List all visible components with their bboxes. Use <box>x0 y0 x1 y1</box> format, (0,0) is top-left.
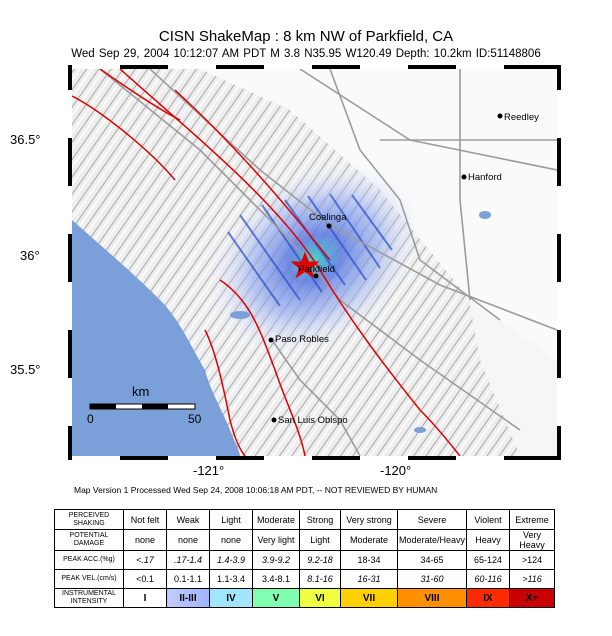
legend-row-vel: PEAK VEL.(cm/s) <0.1 0.1-1.1 1.1-3.4 3.4… <box>54 569 555 589</box>
lat-label-36-5: 36.5° <box>10 132 41 147</box>
legend-header-damage: POTENTIAL DAMAGE <box>54 529 124 551</box>
legend-cell: 3.4-8.1 <box>252 569 300 589</box>
legend-intensity-cell: X+ <box>509 588 555 608</box>
roads <box>99 69 557 456</box>
legend-cell: Violent <box>466 509 510 530</box>
legend-cell: 8.1-16 <box>299 569 341 589</box>
legend-cell: Weak <box>166 509 210 530</box>
scale-bar <box>89 403 196 410</box>
legend-header-acc: PEAK ACC.(%g) <box>54 550 124 570</box>
legend-cell: <0.1 <box>123 569 167 589</box>
scale-unit: km <box>132 384 150 399</box>
city-label-parkfield: Parkfield <box>298 264 335 275</box>
legend-row-damage: POTENTIAL DAMAGE none none none Very lig… <box>54 529 555 551</box>
legend-cell: Strong <box>299 509 341 530</box>
legend-intensity-cell: VII <box>340 588 398 608</box>
legend-cell: 60-116 <box>466 569 510 589</box>
lon-label-120: -120° <box>380 463 412 478</box>
legend-intensity-cell: VIII <box>397 588 467 608</box>
legend-cell: none <box>209 529 253 551</box>
legend-header-shaking: PERCEIVED SHAKING <box>54 509 124 530</box>
legend-cell: Extreme <box>509 509 555 530</box>
legend-cell: 31-60 <box>397 569 467 589</box>
intensity-legend: PERCEIVED SHAKING Not felt Weak Light Mo… <box>54 509 555 608</box>
legend-cell: Moderate <box>340 529 398 551</box>
legend-cell: 1.1-3.4 <box>209 569 253 589</box>
valley-floor <box>200 69 557 360</box>
legend-cell: Very Heavy <box>509 529 555 551</box>
lat-label-35-5: 35.5° <box>10 362 41 377</box>
legend-cell: Moderate/Heavy <box>397 529 467 551</box>
event-info: Wed Sep 29, 2004 10:12:07 AM PDT M 3.8 N… <box>71 48 541 60</box>
epicenter-star <box>290 251 320 279</box>
legend-cell: Moderate <box>252 509 300 530</box>
processing-note: Map Version 1 Processed Wed Sep 24, 2008… <box>74 485 438 495</box>
legend-intensity-cell: I <box>123 588 167 608</box>
legend-cell: Light <box>299 529 341 551</box>
legend-cell: none <box>123 529 167 551</box>
legend-cell: .17-1.4 <box>166 550 210 570</box>
legend-cell: 65-124 <box>466 550 510 570</box>
city-label-hanford: Hanford <box>468 172 502 183</box>
legend-cell: Severe <box>397 509 467 530</box>
city-label-paso-robles: Paso Robles <box>275 334 329 345</box>
legend-row-shaking: PERCEIVED SHAKING Not felt Weak Light Mo… <box>54 509 555 530</box>
legend-header-intensity: INSTRUMENTAL INTENSITY <box>54 588 124 608</box>
city-label-reedley: Reedley <box>504 112 539 123</box>
city-label-coalinga: Coalinga <box>309 212 347 223</box>
legend-cell: 18-34 <box>340 550 398 570</box>
legend-cell: <.17 <box>123 550 167 570</box>
legend-cell: none <box>166 529 210 551</box>
legend-cell: Light <box>209 509 253 530</box>
legend-cell: Not felt <box>123 509 167 530</box>
legend-cell: 16-31 <box>340 569 398 589</box>
legend-intensity-cell: VI <box>299 588 341 608</box>
legend-cell: 1.4-3.9 <box>209 550 253 570</box>
legend-cell: Very light <box>252 529 300 551</box>
city-label-san-luis-obispo: San Luis Obispo <box>278 415 348 426</box>
lat-label-36: 36° <box>20 248 40 263</box>
legend-intensity-cell: IX <box>466 588 510 608</box>
legend-intensity-cell: IV <box>209 588 253 608</box>
lakes <box>230 211 491 433</box>
legend-cell: 0.1-1.1 <box>166 569 210 589</box>
legend-cell: 9.2-18 <box>299 550 341 570</box>
legend-row-intensity: INSTRUMENTAL INTENSITY I II-III IV V VI … <box>54 588 555 608</box>
legend-header-vel: PEAK VEL.(cm/s) <box>54 569 124 589</box>
legend-cell: 3.9-9.2 <box>252 550 300 570</box>
legend-cell: Heavy <box>466 529 510 551</box>
frame-ticks <box>68 65 561 460</box>
legend-cell: >124 <box>509 550 555 570</box>
map-title: CISN ShakeMap : 8 km NW of Parkfield, CA <box>158 28 454 45</box>
shaking-intensity-area <box>208 162 422 354</box>
city-markers <box>268 113 503 423</box>
legend-intensity-cell: II-III <box>166 588 210 608</box>
legend-cell: >116 <box>509 569 555 589</box>
scale-start: 0 <box>87 412 94 426</box>
legend-row-acc: PEAK ACC.(%g) <.17 .17-1.4 1.4-3.9 3.9-9… <box>54 550 555 570</box>
ocean <box>72 220 240 456</box>
lon-label-121: -121° <box>193 463 225 478</box>
legend-intensity-cell: V <box>252 588 300 608</box>
faults <box>72 69 461 456</box>
scale-end: 50 <box>188 412 202 426</box>
legend-cell: 34-65 <box>397 550 467 570</box>
shaking-streaks <box>227 193 393 307</box>
legend-cell: Very strong <box>340 509 398 530</box>
